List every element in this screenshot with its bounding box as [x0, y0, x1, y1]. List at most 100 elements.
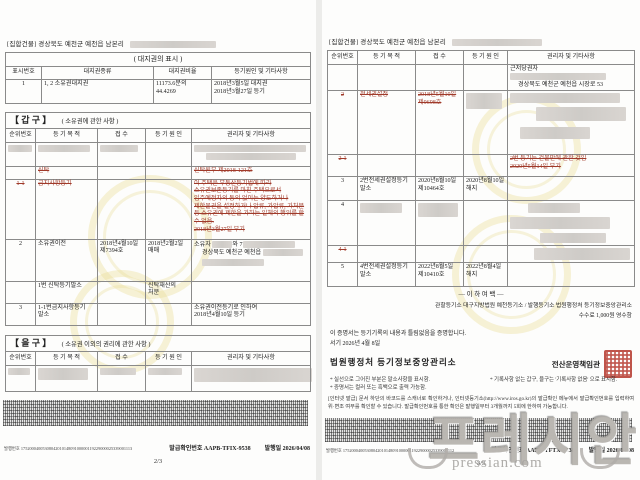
doc-title-text: [집합건물] 경상북도 예천군 예천읍 남본리: [7, 41, 125, 48]
redacted-block: [129, 41, 216, 49]
cell-cause: 2022년8월4일 해지: [463, 262, 508, 288]
redacted-block: [194, 144, 306, 152]
section-title: 【 갑 구 】: [10, 115, 52, 125]
table-row: 2 전세권설정 2018년5월10일 제9698호: [327, 90, 635, 156]
gapgu-section: 【 갑 구 】 ( 소유권에 관한 사항 ) 순위번호 등 기 목 적 접 수 …: [5, 111, 311, 326]
issue-date-label: 발행일: [264, 446, 282, 452]
issue-number-label: 발행번호: [326, 448, 342, 453]
col-header: 순위번호: [5, 351, 36, 366]
cell-no: 3: [327, 176, 358, 202]
gapgu-title-row: 【 갑 구 】 ( 소유권에 관한 사항 ): [5, 111, 311, 130]
official-seal-stamp: [604, 350, 632, 378]
owner-mid: 와 7: [232, 241, 243, 248]
cell-etc: 신탁원부 제2018-121호: [194, 167, 253, 174]
owner-label: 소유자: [194, 241, 211, 248]
cell-purpose: 4번전세권설정등기 말소: [357, 262, 416, 288]
col-header: 등 기 목 적: [357, 50, 416, 65]
issue-date-value: 2026/04/08: [282, 446, 310, 452]
section-title: 【 을 구 】: [10, 338, 52, 348]
confirm-number-value: AAPB-YFTX-9538: [525, 448, 575, 454]
col-header: 접 수: [97, 351, 146, 366]
cell-receipt: 2020년8월10일 제10464호: [415, 176, 464, 202]
rights-section: 순위번호 등 기 목 적 접 수 등 기 원 인 권리자 및 기타사항 근저당권…: [327, 50, 635, 288]
col-header: 등 기 원 인: [145, 128, 192, 143]
note-print: * 증명서는 컬러 또는 흑백으로 출력 가능함.: [330, 385, 427, 392]
confirm-number-label: 발급확인번호: [491, 448, 525, 454]
cell-ratio: 11173.6분의 44.4269: [153, 79, 212, 105]
col-header: 등 기 원 인: [145, 351, 192, 366]
cell-etc: 2번 등기는 건물만에 관한 것임 2020년5월14일 부기: [510, 156, 587, 170]
cell-purpose: 2번전세권설정등기 말소: [357, 176, 416, 202]
officer-block: 전산운영책임관: [552, 350, 632, 378]
cell-cause: 2020년8월10일 해지: [463, 176, 508, 202]
cell-receipt: 2018년4월10일 제7394호: [97, 238, 146, 282]
certification-statement: 이 증명서는 등기기록의 내용과 틀림없음을 증명합니다. 서기 2026년 4…: [330, 330, 466, 349]
registry-page-2: [집합건물] 경상북도 예천군 예천읍 남본리 ( 대지권의 표시 ) 표시번호…: [0, 0, 316, 480]
owner-addr: 경상북도 예천군 예천읍: [202, 250, 262, 257]
col-header: 접 수: [97, 128, 146, 143]
cell-no: 5: [327, 262, 358, 288]
confirm-number: 발급확인번호 AAPB-TFIX-9538: [169, 443, 250, 452]
table-row: 4: [327, 200, 635, 247]
col-header: 권리자 및 기타사항: [191, 128, 311, 143]
redacted-block: [100, 144, 138, 152]
col-header: 순위번호: [327, 50, 358, 65]
table-row: 5 4번전세권설정등기 말소 2022년8월5일 제10410호 2022년8월…: [327, 262, 635, 288]
redacted-block: [242, 240, 295, 248]
issue-number-value: 1752000400530804201014809100000119229000…: [20, 446, 133, 451]
doc-title-text: [집합건물] 경상북도 예천군 예천읍 남본리: [329, 39, 447, 46]
eulgu-title-row: 【 을 구 】 ( 소유권 이외의 권리에 관한 사항 ): [5, 334, 311, 353]
cell-purpose: 1-1번금지사항등기 말소: [35, 302, 98, 326]
col-header: 대지권종류: [41, 65, 154, 81]
note-empty-section: * 기록사항 없는 갑구, 을구는 '기록사항 없음' 으로 표시함.: [490, 377, 618, 383]
table-row: 3 2번전세권설정등기 말소 2020년8월10일 제10464호 2020년8…: [327, 176, 635, 202]
confirm-number: 발급확인번호 AAPB-YFTX-9538: [491, 445, 574, 454]
col-header: 등 기 원 인: [463, 50, 508, 65]
rights-table: 순위번호 등 기 목 적 접 수 등 기 원 인 권리자 및 기타사항 근저당권…: [327, 50, 635, 288]
security-barcode-strip: [325, 418, 632, 442]
section-subtitle: ( 소유권에 관한 사항 ): [61, 118, 119, 125]
redacted-block: [38, 144, 90, 152]
cell-purpose: 신탁: [38, 167, 50, 174]
cell-no: 2: [5, 238, 36, 282]
cell-receipt: 2018년5월10일 제9698호: [418, 92, 457, 106]
col-header: 등 기 목 적: [35, 128, 98, 143]
table-row: 근저당권자 경상북도 예천군 예천읍 시장로 53: [327, 63, 635, 92]
security-barcode-strip: [3, 400, 308, 426]
redacted-block: [360, 203, 402, 214]
redacted-block: [262, 249, 303, 257]
mortgagee-label: 근저당권자: [510, 65, 539, 72]
cell-no: 4: [327, 200, 358, 247]
officer-title: 전산운영책임관: [551, 359, 600, 369]
land-right-table: ( 대지권의 표시 ) 표시번호 대지권종류 대지권비율 등기원인 및 기타사항…: [5, 52, 311, 105]
table-row: 3 1-1번금지사항등기 말소 소유권이전등기로 인하여 2018년4월10일 …: [5, 302, 311, 326]
redacted-block: [536, 107, 626, 122]
land-right-section: ( 대지권의 표시 ) 표시번호 대지권종류 대지권비율 등기원인 및 기타사항…: [5, 52, 311, 105]
redacted-block: [520, 127, 590, 140]
cell-cause: 2018년2월2일 매매: [145, 238, 192, 282]
col-header: 권리자 및 기타사항: [507, 50, 635, 65]
redacted-block: [38, 367, 88, 380]
mortgagee-addr: 경상북도 예천군 예천읍 시장로 53: [518, 81, 604, 88]
cell-etc: 2018년3월5일 대지권 2018년3월27일 등기: [211, 79, 311, 105]
pressian-watermark-site: pressian.com: [452, 455, 543, 471]
cell-purpose: 금지사항등기: [38, 180, 72, 187]
redacted-block: [540, 233, 606, 244]
cert-line1: 이 증명서는 등기기록의 내용과 틀림없음을 증명합니다.: [330, 331, 466, 337]
issue-date-value: 2026/04/08: [606, 448, 634, 454]
cell-kind: 1, 2 소유권대지권: [41, 79, 154, 105]
col-header: 접 수: [415, 50, 464, 65]
section-subtitle: ( 소유권 이외의 권리에 관한 사항 ): [61, 341, 151, 348]
cell-purpose: 전세권설정: [360, 92, 389, 99]
confirm-number-label: 발급확인번호: [169, 446, 203, 452]
land-right-table-title: ( 대지권의 표시 ): [5, 52, 311, 67]
cell-no: 2-1: [338, 156, 347, 163]
gapgu-header-row: 순위번호 등 기 목 적 접 수 등 기 원 인 권리자 및 기타사항: [5, 128, 311, 143]
cell-no: 3: [5, 302, 36, 326]
redacted-block: [8, 367, 30, 375]
redacted-block: [212, 240, 233, 248]
col-header: 표시번호: [5, 65, 42, 81]
cell-no: 4-1: [338, 247, 347, 254]
gapgu-table: 【 갑 구 】 ( 소유권에 관한 사항 ) 순위번호 등 기 목 적 접 수 …: [5, 111, 311, 326]
table-row: 2 소유권이전 2018년4월10일 제7394호 2018년2월2일 매매 소…: [5, 238, 311, 282]
